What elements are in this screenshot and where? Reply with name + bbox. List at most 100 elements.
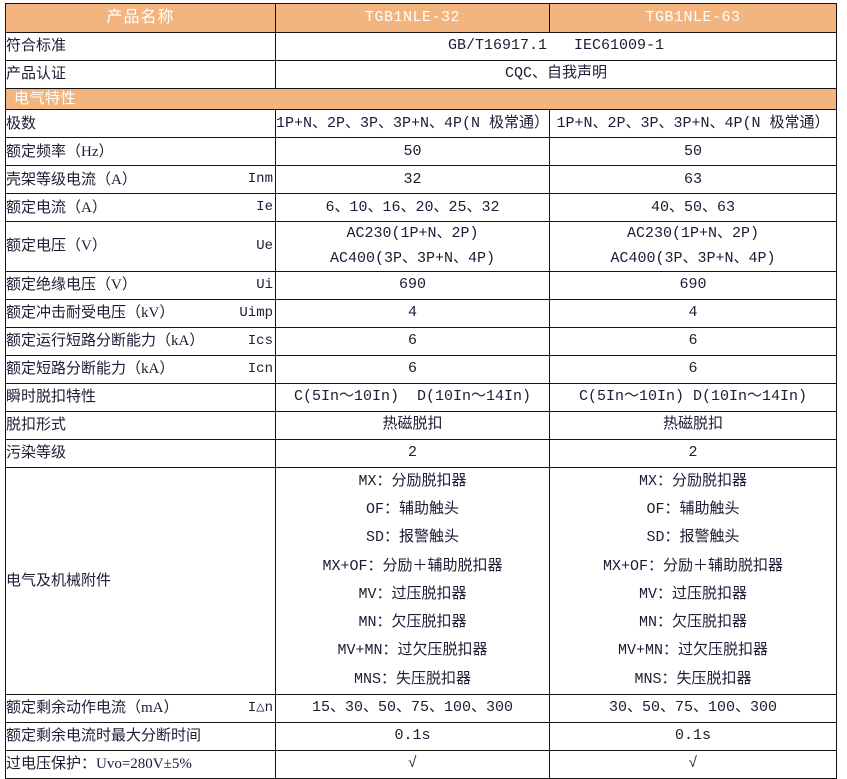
spec-table-container: 产品名称 TGB1NLE-32 TGB1NLE-63 符合标准 GB/T16917.1 … (5, 3, 837, 779)
row-symbol-text: Uimp (239, 304, 273, 321)
value-line: OF：辅助触头 (646, 501, 740, 518)
value-line: 50 (683, 142, 702, 160)
row-value-cell-bottom-0-b: 30、50、75、100、300 (549, 693, 837, 723)
row-value-cell-main-7-b: 6 (549, 326, 837, 356)
header-model-2-cell: TGB1NLE-63 (549, 3, 837, 33)
table-row: 产品认证 CQC、自我声明 (5, 60, 837, 89)
value-line: 1P+N、2P、3P、3P+N、4P(N 极常通） (276, 114, 550, 132)
table-row: 额定冲击耐受电压（kV） Uimp 4 4 (5, 298, 837, 328)
row-label-text: 额定频率（Hz） (6, 143, 114, 160)
value-line: 15、30、50、75、100、300 (311, 699, 514, 717)
table-row: 额定频率（Hz） 50 50 (5, 137, 837, 167)
row-label-cell-main-1: 额定频率（Hz） (5, 137, 276, 167)
row-label-text: 瞬时脱扣特性 (6, 389, 97, 406)
row-symbol-text: Ie (256, 199, 273, 216)
value-line: 1P+N、2P、3P、3P+N、4P(N 极常通） (556, 114, 830, 132)
section-header-row: 电气特性 (5, 87, 837, 111)
value-line: MNS：失压脱扣器 (353, 670, 471, 688)
row-value-cell-bottom-1-a: 0.1s (275, 721, 550, 751)
row-value-cell-bottom-1-b: 0.1s (549, 721, 837, 751)
label-row: 额定剩余电流时最大分断时间 (6, 726, 275, 746)
value-line: OF：辅助触头 (365, 501, 459, 518)
value-line: 0.1s (394, 727, 431, 745)
value-line: 热磁脱扣 (382, 416, 443, 434)
row-label-cell-main-9: 瞬时脱扣特性 (5, 382, 276, 412)
row-label-cell-main-2: 壳架等级电流（A） Inm (5, 165, 276, 195)
label-row: 额定电流（A） Ie (6, 198, 275, 218)
value-line: SD：报警触头 (646, 529, 740, 547)
table-row: 额定电流（A） Ie 6、10、16、20、25、32 40、50、63 (5, 193, 837, 223)
row-label-text: 污染等级 (6, 445, 67, 462)
label-row: 过电压保护：Uvo=280V±5% (6, 754, 275, 774)
row-symbol-text: Icn (247, 360, 273, 377)
row-label-cell-top-0: 符合标准 (5, 32, 276, 61)
value-line: 63 (683, 170, 702, 188)
row-value-cell-main-6-a: 4 (275, 298, 550, 328)
row-value-cell-main-0-b: 1P+N、2P、3P、3P+N、4P(N 极常通） (549, 109, 837, 139)
section-title-cell: 电气特性 (5, 87, 837, 111)
row-label-text: 壳架等级电流（A） (6, 171, 137, 188)
table-body: 产品名称 TGB1NLE-32 TGB1NLE-63 符合标准 GB/T16917.1 … (5, 3, 837, 779)
value-line: C(5In～10In) D(10In～14In) (578, 388, 808, 406)
value-line: √ (407, 755, 417, 773)
row-value-cell-main-10-a: 热磁脱扣 (275, 410, 550, 440)
value-line: MX：分励脱扣器 (358, 472, 467, 490)
table-row: 过电压保护：Uvo=280V±5% √ √ (5, 749, 837, 779)
row-value-cell-main-7-a: 6 (275, 326, 550, 356)
value-line: 6 (688, 360, 698, 378)
row-label-text: 产品认证 (6, 66, 67, 83)
product-specification-table: 产品名称 TGB1NLE-32 TGB1NLE-63 符合标准 GB/T16917.1 … (5, 3, 837, 779)
header-model-1-cell: TGB1NLE-32 (275, 3, 550, 33)
row-label-text: 脱扣形式 (6, 417, 67, 434)
value-line: 6 (407, 332, 417, 350)
label-row: 脱扣形式 (6, 415, 275, 435)
row-label-text: 额定运行短路分断能力（kA） (6, 333, 205, 350)
label-row: 额定剩余动作电流（mA） I△n (6, 698, 275, 718)
row-value-cell-main-3-a: 6、10、16、20、25、32 (275, 193, 550, 223)
table-row: 额定运行短路分断能力（kA） Ics 6 6 (5, 326, 837, 356)
label-row: 符合标准 (6, 36, 275, 56)
row-symbol-text: Ue (256, 238, 273, 255)
value-line: AC400(3P、3P+N、4P) (610, 249, 776, 267)
accessories-row: 电气及机械附件 MX：分励脱扣器 OF：辅助触头 SD：报警触头 MX+OF：分励＋辅助… (5, 466, 837, 695)
table-row: 污染等级 2 2 (5, 438, 837, 468)
row-label-text: 额定剩余动作电流（mA） (6, 700, 179, 717)
row-label-cell-main-11: 污染等级 (5, 438, 276, 468)
row-label-text: 极数 (6, 115, 37, 132)
row-value-cell-main-4-b: AC230(1P+N、2P) AC400(3P、3P+N、4P) (549, 221, 837, 272)
value-line: 690 (679, 276, 707, 294)
value-line: 30、50、75、100、300 (608, 699, 778, 717)
label-row: 额定冲击耐受电压（kV） Uimp (6, 303, 275, 323)
row-label-text: 电气及机械附件 (6, 572, 112, 589)
row-label-text: 额定绝缘电压（V） (6, 277, 137, 294)
row-label-text: 过电压保护：Uvo=280V±5% (6, 756, 192, 773)
label-row: 额定电压（V） Ue (6, 236, 275, 256)
row-symbol-text: I△n (247, 699, 273, 716)
value-line: MX+OF：分励＋辅助脱扣器 (322, 557, 503, 575)
value-line: SD：报警触头 (365, 529, 459, 547)
value-line: MV：过压脱扣器 (638, 585, 747, 603)
row-value-cell-main-1-b: 50 (549, 137, 837, 167)
value-line: 0.1s (674, 727, 711, 745)
value-line: MX+OF：分励＋辅助脱扣器 (602, 557, 783, 575)
value-line: MX：分励脱扣器 (638, 472, 747, 490)
row-label-cell-accessories: 电气及机械附件 (5, 466, 276, 695)
row-label-cell-main-6: 额定冲击耐受电压（kV） Uimp (5, 298, 276, 328)
label-row: 额定频率（Hz） (6, 142, 275, 162)
table-row: 额定电压（V） Ue AC230(1P+N、2P) AC400(3P、3P+N、4P)… (5, 221, 837, 272)
table-row: 额定剩余动作电流（mA） I△n 15、30、50、75、100、300 30、50、… (5, 693, 837, 723)
value-line: 4 (407, 304, 417, 322)
row-label-cell-bottom-2: 过电压保护：Uvo=280V±5% (5, 749, 276, 779)
value-line: 热磁脱扣 (662, 416, 723, 434)
row-value-cell-main-8-b: 6 (549, 354, 837, 384)
row-label-text: 额定剩余电流时最大分断时间 (6, 728, 202, 745)
row-label-cell-main-3: 额定电流（A） Ie (5, 193, 276, 223)
value-line: MN：欠压脱扣器 (358, 614, 467, 631)
row-label-text: 额定短路分断能力（kA） (6, 361, 175, 378)
label-row: 产品认证 (6, 64, 275, 84)
row-value-cell-main-0-a: 1P+N、2P、3P、3P+N、4P(N 极常通） (275, 109, 550, 139)
value-line: 6 (688, 332, 698, 350)
row-value-cell-main-4-a: AC230(1P+N、2P) AC400(3P、3P+N、4P) (275, 221, 550, 272)
row-label-cell-main-5: 额定绝缘电压（V） Ui (5, 270, 276, 300)
row-value-cell-top-0: GB/T16917.1 IEC61009-1 (275, 32, 837, 61)
